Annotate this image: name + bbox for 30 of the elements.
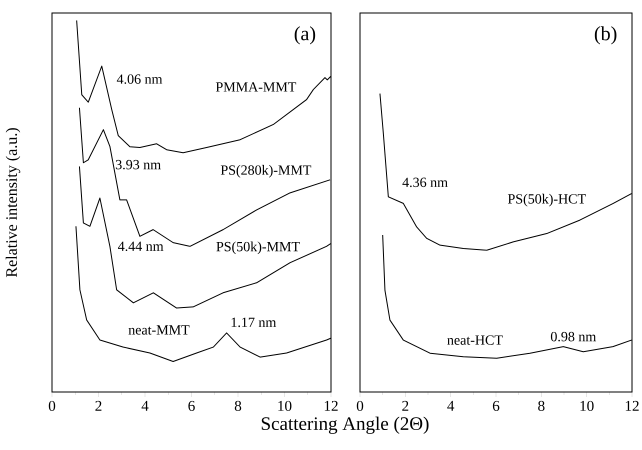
x-tick-label: 6: [188, 400, 195, 411]
x-tick-label: 2: [95, 400, 102, 411]
x-tick-label: 4: [447, 400, 454, 411]
x-tick-label: 12: [626, 400, 639, 411]
chart-title: (b): [594, 26, 616, 44]
x-tick-label: 0: [356, 400, 364, 411]
x-tick-label: 8: [234, 400, 242, 411]
annotation: 1.17 nm: [232, 318, 276, 328]
chart-title: (a): [294, 26, 316, 44]
x-axis-title: Scattering Angle (2Θ): [262, 416, 429, 434]
x-tick-label: 8: [538, 400, 545, 411]
series-label: PMMA-MMT: [216, 82, 296, 92]
x-tick-label: 2: [402, 400, 408, 411]
annotation: 4.36 nm: [402, 178, 448, 188]
annotation: 4.44 nm: [118, 242, 164, 252]
x-tick-label: 12: [324, 400, 338, 411]
series-label: neat-HCT: [447, 335, 503, 345]
annotation: 3.93 nm: [116, 160, 161, 170]
x-tick-label: 10: [580, 400, 594, 411]
series-label: PS(50k)-HCT: [508, 194, 586, 206]
x-tick-label: 6: [492, 400, 500, 411]
annotation: 4.06 nm: [116, 74, 162, 84]
x-tick-label: 0: [48, 400, 56, 411]
annotation: 0.98 nm: [550, 332, 596, 342]
y-axis-title: Relative intensity (a.u.): [6, 128, 20, 278]
series-label: PS(50k)-MMT: [216, 241, 300, 254]
series-label: PS(280k)-MMT: [220, 164, 312, 178]
series-label: neat-MMT: [128, 325, 190, 335]
x-tick-label: 10: [278, 400, 292, 411]
x-tick-label: 4: [142, 400, 149, 411]
